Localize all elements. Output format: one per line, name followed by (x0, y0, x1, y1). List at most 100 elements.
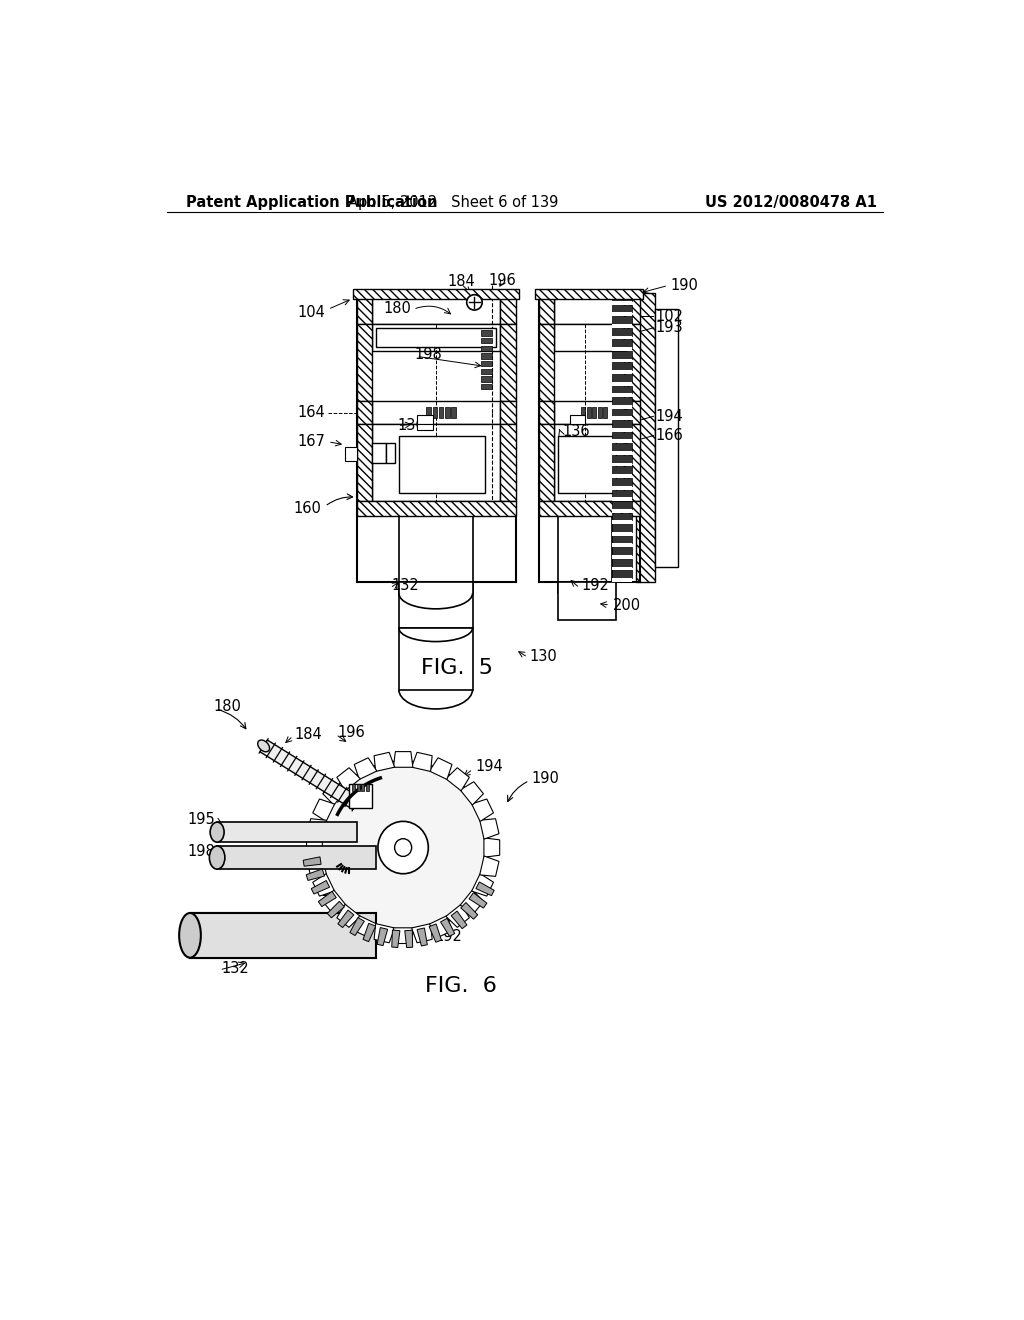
Polygon shape (306, 838, 323, 857)
Text: 200: 200 (612, 598, 640, 612)
Text: 195: 195 (187, 812, 215, 826)
Bar (539, 502, 640, 516)
Bar (539, 424, 554, 502)
Bar (612, 558, 632, 566)
Bar (612, 381, 632, 385)
Polygon shape (476, 882, 495, 896)
Text: 193: 193 (321, 884, 348, 899)
Bar (612, 524, 632, 532)
Bar (598, 407, 601, 418)
Bar (612, 570, 632, 578)
Bar (356, 293, 372, 323)
Text: 167: 167 (298, 434, 326, 449)
Text: 198: 198 (187, 843, 215, 859)
Polygon shape (350, 917, 365, 936)
Text: 180: 180 (383, 301, 411, 315)
Bar (636, 293, 655, 582)
Polygon shape (479, 855, 499, 876)
Text: FIG.  5: FIG. 5 (421, 659, 494, 678)
Bar (612, 393, 632, 397)
Polygon shape (312, 799, 335, 821)
Bar (432, 407, 437, 418)
Text: Patent Application Publication: Patent Application Publication (186, 195, 437, 210)
Text: 196: 196 (337, 725, 365, 739)
Text: 132: 132 (391, 578, 419, 593)
Bar (539, 401, 554, 424)
Polygon shape (440, 919, 455, 936)
Bar (480, 354, 493, 359)
Bar (356, 502, 515, 516)
Bar (480, 360, 493, 367)
Bar (217, 846, 376, 869)
Text: FIG.  6: FIG. 6 (425, 977, 498, 997)
Polygon shape (354, 916, 377, 937)
Polygon shape (479, 818, 499, 840)
Polygon shape (445, 904, 469, 928)
Ellipse shape (394, 838, 412, 857)
Bar (500, 424, 515, 502)
Bar (426, 407, 431, 418)
Bar (612, 440, 632, 444)
Bar (612, 339, 632, 347)
Polygon shape (337, 768, 360, 791)
Polygon shape (312, 874, 335, 896)
Polygon shape (311, 880, 330, 894)
Polygon shape (307, 818, 327, 840)
Bar (190, 913, 376, 958)
Polygon shape (393, 928, 413, 944)
Polygon shape (461, 903, 478, 919)
Bar (399, 436, 484, 494)
Bar (612, 335, 632, 339)
Bar (624, 401, 640, 424)
Bar (535, 289, 643, 298)
Text: 130: 130 (529, 649, 557, 664)
Bar (624, 293, 640, 323)
Bar (217, 822, 356, 842)
Text: 102: 102 (655, 309, 683, 323)
Polygon shape (404, 931, 413, 948)
Bar (554, 424, 624, 502)
Bar (558, 582, 616, 620)
Polygon shape (472, 799, 494, 821)
Ellipse shape (210, 822, 224, 842)
Ellipse shape (209, 846, 225, 869)
Polygon shape (460, 781, 483, 805)
Ellipse shape (317, 760, 488, 935)
Text: 198: 198 (415, 347, 442, 362)
Bar (612, 478, 632, 486)
Text: 162: 162 (436, 463, 464, 478)
Text: 164: 164 (298, 405, 326, 420)
Polygon shape (303, 857, 322, 866)
Bar (612, 363, 632, 370)
Polygon shape (417, 928, 427, 946)
Bar (356, 323, 372, 401)
Bar (612, 351, 632, 359)
Bar (372, 323, 500, 351)
Text: 184: 184 (447, 275, 475, 289)
Bar (612, 420, 632, 428)
Bar (612, 455, 632, 462)
Text: 193: 193 (655, 321, 683, 335)
Bar (612, 508, 632, 512)
Polygon shape (412, 752, 432, 771)
Bar (554, 401, 624, 424)
Polygon shape (377, 928, 388, 945)
Text: US 2012/0080478 A1: US 2012/0080478 A1 (705, 195, 877, 210)
Bar (612, 444, 632, 451)
Bar (399, 628, 473, 689)
Bar (480, 376, 493, 381)
Bar (539, 293, 554, 323)
Text: 132: 132 (221, 961, 249, 975)
Bar (612, 301, 632, 305)
Bar (612, 428, 632, 432)
Bar (612, 317, 632, 323)
Bar (612, 536, 632, 544)
Polygon shape (364, 924, 376, 941)
Bar (582, 407, 586, 418)
Polygon shape (338, 909, 354, 928)
Bar (612, 359, 632, 363)
Polygon shape (318, 891, 336, 907)
Bar (356, 784, 359, 791)
Bar (376, 327, 496, 347)
Bar (438, 407, 443, 418)
